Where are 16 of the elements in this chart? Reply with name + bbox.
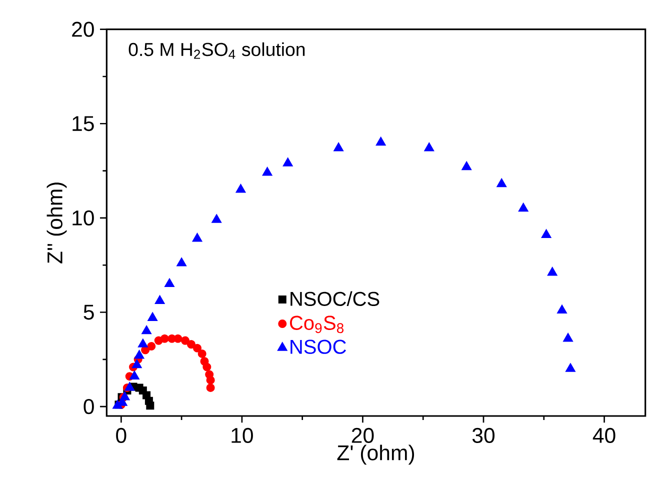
x-tick-label: 20	[352, 428, 374, 444]
y-tick-label: 10	[72, 210, 94, 226]
legend-label: NSOC	[290, 340, 346, 354]
annotation: 0.5 M H$_{2}$SO$_{4}$ solution	[128, 42, 305, 59]
x-tick-label: 30	[472, 428, 495, 444]
y-tick-label: 0	[84, 399, 94, 414]
x-tick-label: 10	[232, 428, 253, 444]
x-axis-title: Z' (ohm)	[337, 444, 414, 465]
legend-label: NSOC/CS	[290, 291, 380, 306]
y-axis-title: Z'' (ohm)	[46, 182, 67, 264]
y-tick-label: 5	[84, 304, 94, 320]
y-tick-label: 15	[72, 116, 94, 132]
y-tick-label: 20	[72, 22, 94, 37]
x-tick-label: 0	[116, 428, 126, 444]
legend-label: Co$_{9}$S$_{8}$	[290, 316, 344, 334]
x-tick-label: 40	[592, 428, 616, 444]
